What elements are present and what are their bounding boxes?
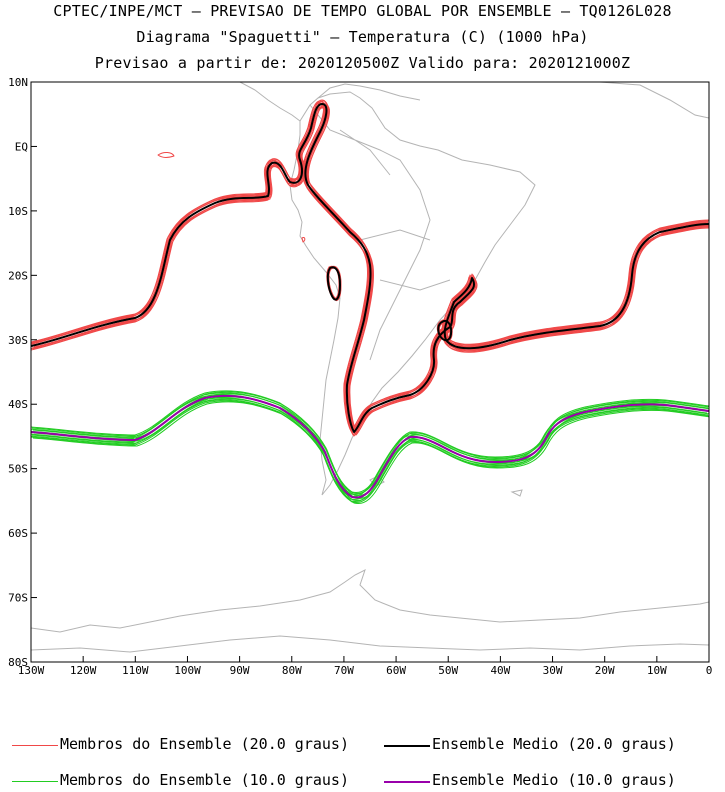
title-line-1: CPTEC/INPE/MCT – PREVISAO DE TEMPO GLOBA…	[53, 2, 672, 20]
africa-coast	[599, 82, 709, 119]
cold-mean-contour	[31, 394, 709, 499]
lat-tick-label: 50S	[8, 463, 28, 476]
south-georgia	[510, 489, 523, 497]
antarctica-coast	[31, 569, 709, 633]
legend-swatch-mean-20	[384, 745, 430, 747]
lat-tick-label: 10S	[8, 205, 28, 218]
lat-tick-label: 60S	[8, 527, 28, 540]
lon-tick-label: 30W	[543, 664, 563, 677]
warm-mean-loop	[326, 266, 341, 301]
lon-tick-label: 50W	[438, 664, 458, 677]
lat-tick-label: EQ	[15, 140, 28, 153]
title-line-2: Diagrama "Spaguetti" – Temperatura (C) (…	[136, 28, 589, 46]
coastlines-and-borders	[31, 82, 709, 653]
lon-tick-label: 100W	[174, 664, 201, 677]
lon-tick-label: 110W	[122, 664, 149, 677]
warm-member-contour	[31, 100, 708, 430]
lon-tick-label: 130W	[18, 664, 45, 677]
cold-member-contour	[31, 399, 709, 503]
warm-member-blob	[157, 152, 175, 158]
lon-tick-label: 80W	[282, 664, 302, 677]
plot-frame	[30, 81, 710, 663]
warm-member-contour	[31, 102, 707, 432]
warm-mean-contour	[31, 103, 709, 433]
lat-tick-label: 30S	[8, 334, 28, 347]
legend-label-mean-20: Ensemble Medio (20.0 graus)	[432, 735, 676, 753]
lon-tick-label: 20W	[595, 664, 615, 677]
lat-tick-label: 10N	[8, 76, 28, 89]
country-borders	[309, 104, 451, 361]
cold-member-contour	[31, 394, 707, 498]
warm-member-contour	[32, 106, 709, 436]
cold-member-contour	[32, 401, 709, 505]
legend-swatch-mean-10	[384, 781, 430, 783]
lon-tick-label: 40W	[490, 664, 510, 677]
legend-label-member-20: Membros do Ensemble (20.0 graus)	[60, 735, 349, 753]
cold-member-contour	[31, 391, 709, 495]
lon-tick-label: 90W	[230, 664, 250, 677]
lat-tick-label: 20S	[8, 269, 28, 282]
legend-swatch-member-10	[12, 781, 58, 782]
antarctica-inland	[31, 635, 709, 653]
lat-tick-label: 70S	[8, 592, 28, 605]
lon-tick-label: 0	[706, 664, 713, 677]
lat-tick-label: 40S	[8, 398, 28, 411]
lon-tick-label: 70W	[334, 664, 354, 677]
warm-member-contour	[31, 104, 708, 434]
warm-mean-loop	[437, 320, 453, 342]
legend-label-mean-10: Ensemble Medio (10.0 graus)	[432, 771, 676, 789]
legend-label-member-10: Membros do Ensemble (10.0 graus)	[60, 771, 349, 789]
lon-tick-label: 10W	[647, 664, 667, 677]
title-line-3: Previsao a partir de: 2020120500Z Valido…	[94, 54, 631, 72]
lon-tick-label: 60W	[386, 664, 406, 677]
cold-member-contour	[31, 390, 709, 494]
legend-swatch-member-20	[12, 745, 58, 746]
central-america-coast	[239, 82, 301, 122]
lat-tick-label: 80S	[8, 656, 28, 669]
lon-tick-label: 120W	[70, 664, 97, 677]
warm-member-blob	[301, 237, 306, 243]
cold-member-contour	[31, 400, 709, 504]
caribbean-coast	[317, 83, 421, 101]
cold-member-contour	[33, 396, 709, 500]
